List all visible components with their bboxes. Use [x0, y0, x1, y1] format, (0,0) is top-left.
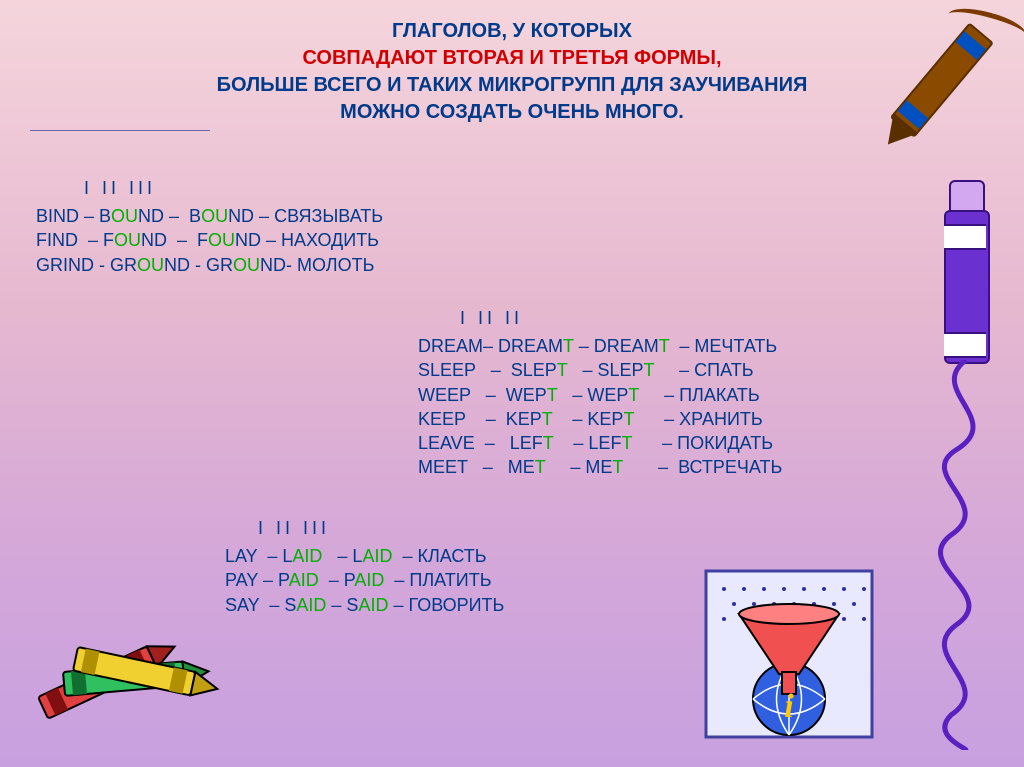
- group3: LAY – LAID – LAID – КЛАСТЬ PAY – PAID – …: [225, 544, 504, 617]
- verb-row: DREAM– DREAMT – DREAMT – МЕЧТАТЬ: [418, 334, 782, 358]
- decorative-line: [30, 130, 210, 132]
- marker-icon: [941, 180, 989, 380]
- svg-text:i: i: [784, 688, 794, 725]
- verb-row: LEAVE – LEFT – LEFT – ПОКИДАТЬ: [418, 431, 782, 455]
- verb-row: KEEP – KEPT – KEPT – ХРАНИТЬ: [418, 407, 782, 431]
- group1-header: I II III: [84, 178, 156, 199]
- verb-row: SAY – SAID – SAID – ГОВОРИТЬ: [225, 593, 504, 617]
- title-line-1: ГЛАГОЛОВ, У КОТОРЫХ: [0, 18, 1024, 45]
- verb-row: LAY – LAID – LAID – КЛАСТЬ: [225, 544, 504, 568]
- verb-row: MEET – MET – MET – ВСТРЕЧАТЬ: [418, 455, 782, 479]
- group2: DREAM– DREAMT – DREAMT – МЕЧТАТЬ SLEEP –…: [418, 334, 782, 480]
- funnel-globe-icon: i: [704, 569, 874, 739]
- group2-header: I II II: [460, 308, 523, 329]
- verb-row: SLEEP – SLEPT – SLEPT – СПАТЬ: [418, 358, 782, 382]
- verb-row: WEEP – WEPT – WEPT – ПЛАКАТЬ: [418, 383, 782, 407]
- verb-row: BIND – BOUND – BOUND – СВЯЗЫВАТЬ: [36, 204, 383, 228]
- group3-header: I II III: [258, 518, 330, 539]
- squiggle-icon: [916, 360, 1006, 750]
- crayons-icon: [18, 627, 278, 747]
- verb-row: GRIND - GROUND - GROUND- МОЛОТЬ: [36, 253, 383, 277]
- group1: BIND – BOUND – BOUND – СВЯЗЫВАТЬ FIND – …: [36, 204, 383, 277]
- verb-row: PAY – PAID – PAID – ПЛАТИТЬ: [225, 568, 504, 592]
- verb-row: FIND – FOUND – FOUND – НАХОДИТЬ: [36, 228, 383, 252]
